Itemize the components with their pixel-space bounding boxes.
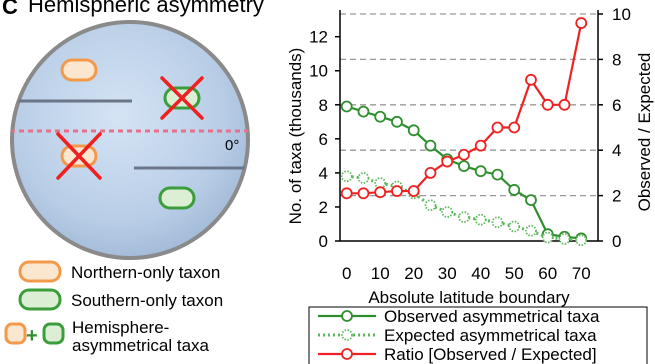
y2-tick-label: 0 (612, 232, 621, 251)
southern-legend-swatch (18, 288, 62, 311)
x-tick-label: 10 (371, 264, 390, 283)
axes (335, 10, 603, 242)
data-point (491, 216, 504, 229)
data-point (407, 185, 420, 197)
data-point (391, 185, 403, 197)
southern-taxon-marker (158, 186, 196, 210)
asym-southern-swatch (42, 322, 65, 345)
series-2 (340, 170, 588, 247)
data-point (508, 220, 521, 233)
x-tick-label: 0 (342, 264, 351, 283)
asym-legend-line1: Hemisphere- (72, 318, 169, 337)
series-legend-item: Ratio [Observed / Expected] (318, 345, 597, 364)
y-tick-label: 4 (319, 164, 328, 183)
data-point (374, 177, 387, 190)
series-legend-item: Expected asymmetrical taxa (318, 326, 597, 345)
data-point (474, 213, 487, 226)
asym-northern-swatch (4, 322, 27, 345)
y-tick-label: 8 (319, 96, 328, 115)
equator-label: 0° (225, 137, 239, 154)
y2-tick-label: 6 (612, 96, 621, 115)
y2-axis-label: Observed / Expected (635, 53, 654, 212)
data-point (407, 124, 420, 137)
x-tick-label: 70 (572, 264, 591, 283)
data-point (575, 234, 588, 247)
data-point (525, 194, 537, 207)
y-tick-label: 10 (309, 62, 328, 81)
tick-labels: 0 2 4 6 8 10 12 0 2 4 6 8 10 0 10 20 30 40 50 60 70 (309, 5, 631, 283)
cross-mark-north (160, 76, 204, 120)
series-legend-marker (341, 348, 353, 360)
y-tick-label: 2 (319, 198, 328, 217)
data-point (374, 110, 387, 123)
data-point (357, 187, 370, 200)
data-point (558, 98, 571, 111)
data-point (340, 170, 353, 183)
data-point (357, 172, 370, 184)
x-tick-label: 40 (471, 264, 490, 283)
y2-tick-label: 8 (612, 50, 621, 69)
data-point (340, 100, 353, 113)
y-axis-label: No. of taxa (thousands) (286, 48, 305, 225)
data-point (458, 160, 470, 172)
y-tick-label: 0 (319, 232, 328, 251)
data-point (374, 186, 387, 199)
series-legend-marker (341, 310, 353, 322)
cross-mark-south (56, 132, 102, 180)
data-point (491, 168, 504, 181)
panel-label: C (2, 0, 18, 19)
panel-title: Hemispheric asymmetry (28, 0, 264, 17)
northern-taxon-marker (60, 58, 98, 82)
data-point (441, 206, 454, 218)
data-point (491, 121, 504, 134)
series-group (340, 17, 588, 247)
y-tick-label: 12 (309, 28, 328, 47)
series-legend-label: Observed asymmetrical taxa (384, 307, 600, 326)
globe (14, 24, 246, 256)
southern-legend-label: Southern-only taxon (71, 291, 223, 310)
data-point (575, 17, 588, 29)
asym-legend-line2: asymmetrical taxa (72, 336, 210, 355)
data-point (357, 105, 370, 118)
data-point (558, 233, 571, 245)
data-point (458, 211, 470, 224)
data-point (474, 139, 487, 152)
latitude-chart: 0 2 4 6 8 10 12 0 2 4 6 8 10 0 10 20 30 40 50 60 70 No. of t… (286, 5, 654, 307)
series-legend-label: Ratio [Observed / Expected] (384, 345, 597, 364)
series-3 (340, 17, 588, 200)
globe-schematic: 0° (10, 20, 250, 260)
x-tick-label: 60 (538, 264, 557, 283)
taxon-legend: Northern-only taxon Southern-only taxon … (4, 260, 223, 355)
data-point (525, 73, 537, 86)
x-tick-label: 20 (404, 264, 423, 283)
data-point (508, 184, 521, 196)
plus-sign: + (26, 325, 38, 347)
data-point (340, 187, 353, 200)
x-axis-label: Absolute latitude boundary (368, 288, 570, 307)
series-legend-label: Expected asymmetrical taxa (384, 326, 597, 345)
series-legend-marker (341, 329, 353, 341)
x-tick-label: 50 (505, 264, 524, 283)
data-point (391, 115, 403, 128)
data-point (441, 155, 454, 168)
x-tick-label: 30 (438, 264, 457, 283)
y-tick-label: 6 (319, 130, 328, 149)
series-legend-item: Observed asymmetrical taxa (318, 307, 600, 326)
data-point (474, 165, 487, 178)
data-point (424, 199, 437, 212)
data-point (458, 148, 470, 161)
y2-tick-label: 10 (612, 5, 631, 24)
y2-tick-label: 2 (612, 187, 621, 206)
y2-tick-label: 4 (612, 141, 621, 160)
data-point (525, 224, 537, 237)
northern-legend-label: Northern-only taxon (71, 263, 220, 282)
data-point (424, 166, 437, 179)
data-point (541, 98, 554, 111)
data-point (541, 231, 554, 244)
data-point (508, 121, 521, 134)
northern-legend-swatch (18, 260, 62, 283)
data-point (424, 139, 437, 152)
